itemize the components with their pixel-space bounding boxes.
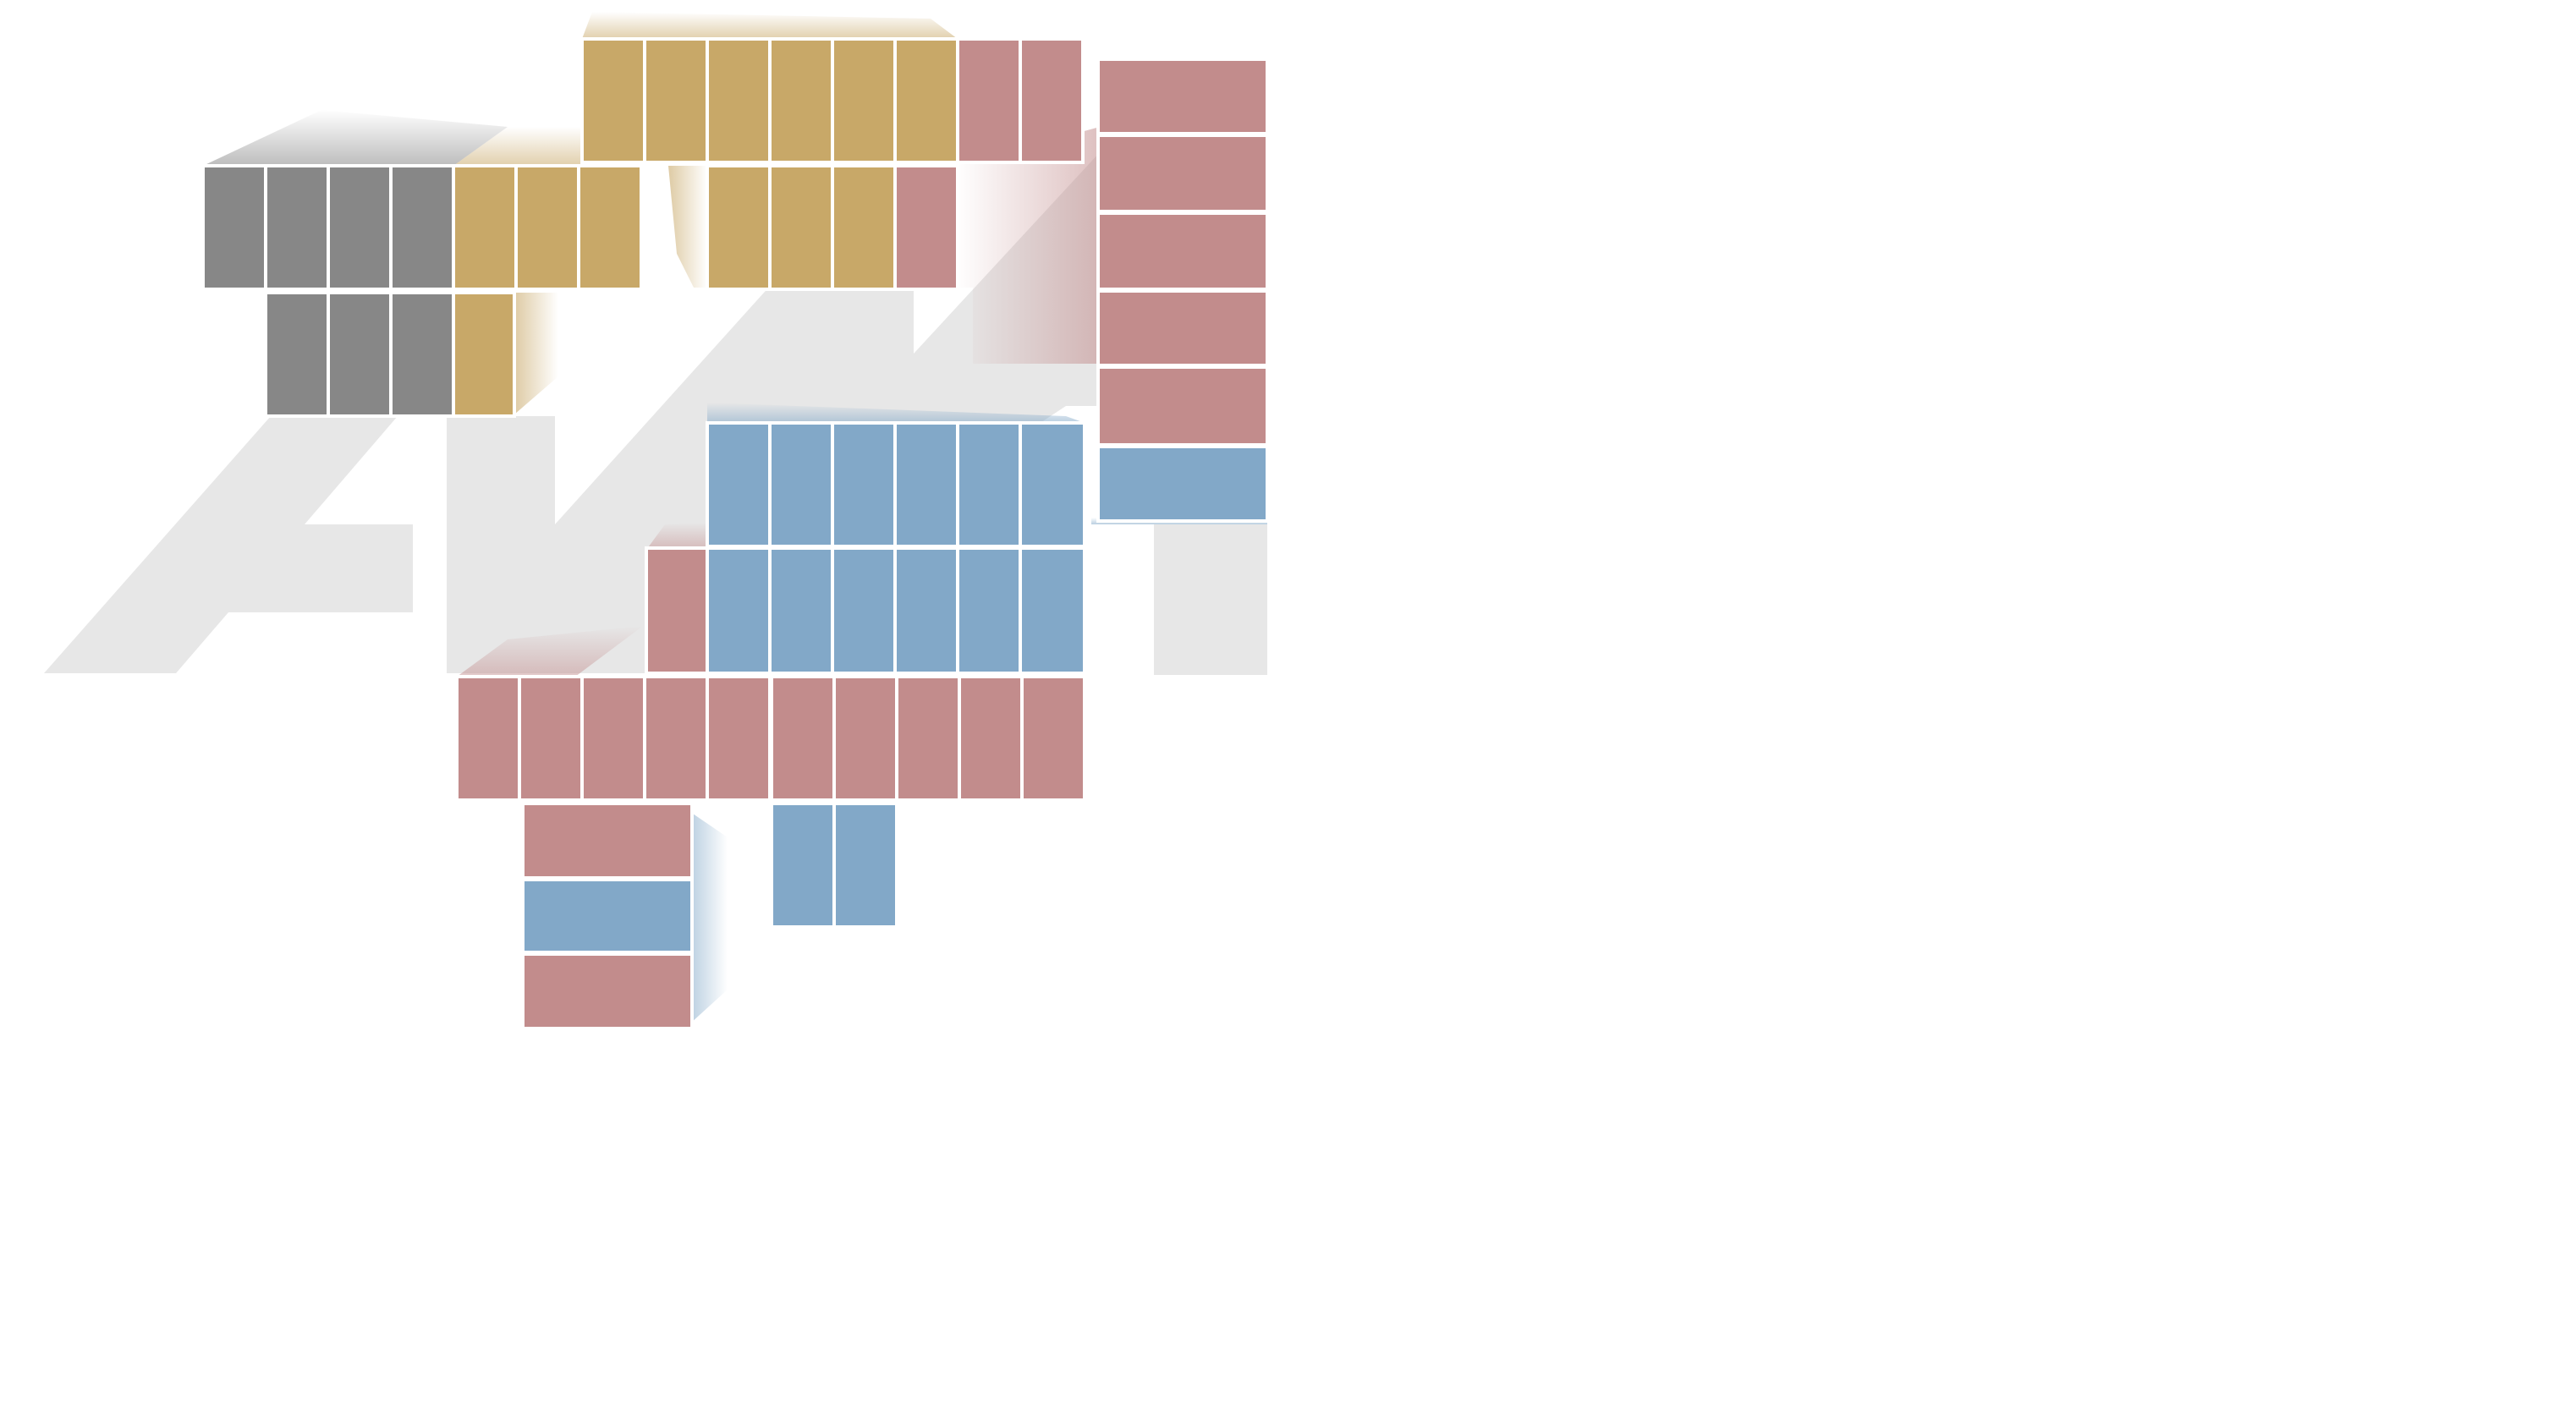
tile	[706, 164, 772, 291]
tile	[1096, 289, 1269, 367]
tile	[389, 164, 455, 291]
blue-top-shade	[707, 403, 1085, 423]
tile	[514, 164, 580, 291]
tile	[580, 675, 646, 802]
tile	[768, 421, 834, 548]
tile	[1096, 365, 1269, 447]
tile	[768, 546, 834, 675]
tile	[893, 421, 959, 548]
tile	[201, 164, 267, 291]
rose-stem-shade	[646, 523, 707, 550]
tile	[832, 802, 898, 929]
tile	[1019, 546, 1086, 675]
tile	[1096, 58, 1269, 135]
tile	[264, 291, 330, 418]
tile	[1096, 134, 1269, 213]
tile	[580, 37, 646, 164]
gold-mid-shade	[668, 166, 707, 288]
tile	[832, 675, 898, 802]
tile	[1020, 675, 1086, 802]
tile	[452, 291, 516, 418]
tile	[956, 37, 1022, 164]
tile	[831, 421, 897, 548]
tile	[831, 37, 897, 164]
gold-side-shade	[514, 293, 558, 414]
tile	[643, 37, 709, 164]
tile	[1096, 445, 1269, 523]
tile	[956, 421, 1022, 548]
tile	[770, 675, 836, 802]
rose-tile-group	[455, 37, 1269, 1030]
tile	[706, 546, 772, 675]
watermark-glyph-a	[44, 416, 413, 673]
tile	[327, 291, 393, 418]
tile	[1096, 211, 1269, 291]
tile	[831, 546, 897, 675]
tile	[706, 37, 772, 164]
tile	[770, 802, 836, 929]
tile	[895, 675, 961, 802]
tile	[389, 291, 455, 418]
tile	[706, 675, 772, 802]
tile	[1019, 421, 1086, 548]
tile	[893, 546, 959, 675]
gold-tile-group	[452, 37, 959, 418]
tile	[645, 546, 709, 675]
watermark-bar-center	[799, 284, 914, 420]
tile	[768, 164, 834, 291]
tile	[956, 546, 1022, 675]
tile	[521, 952, 694, 1030]
tile	[521, 878, 694, 954]
tile	[643, 675, 709, 802]
gold-top-shade	[582, 12, 958, 39]
tile	[518, 675, 584, 802]
gray-tile-group	[201, 164, 455, 418]
gray-top-shade	[203, 110, 508, 166]
watermark-bar-right	[1154, 524, 1267, 675]
tile	[1019, 37, 1085, 164]
tile	[893, 37, 959, 164]
tile	[455, 675, 521, 802]
tile	[452, 164, 518, 291]
tile	[831, 164, 897, 291]
tile	[521, 802, 694, 880]
tile	[706, 421, 772, 548]
blue-side-shade	[690, 812, 728, 1023]
tile	[893, 164, 959, 291]
tile	[958, 675, 1024, 802]
tile	[264, 164, 330, 291]
tile	[577, 164, 643, 291]
blue-tile-group	[521, 421, 1269, 954]
gold-left-shade	[453, 127, 582, 166]
rose-side-shade	[956, 127, 1100, 364]
rose-up-shade	[457, 626, 643, 677]
tile	[768, 37, 834, 164]
tile	[327, 164, 393, 291]
